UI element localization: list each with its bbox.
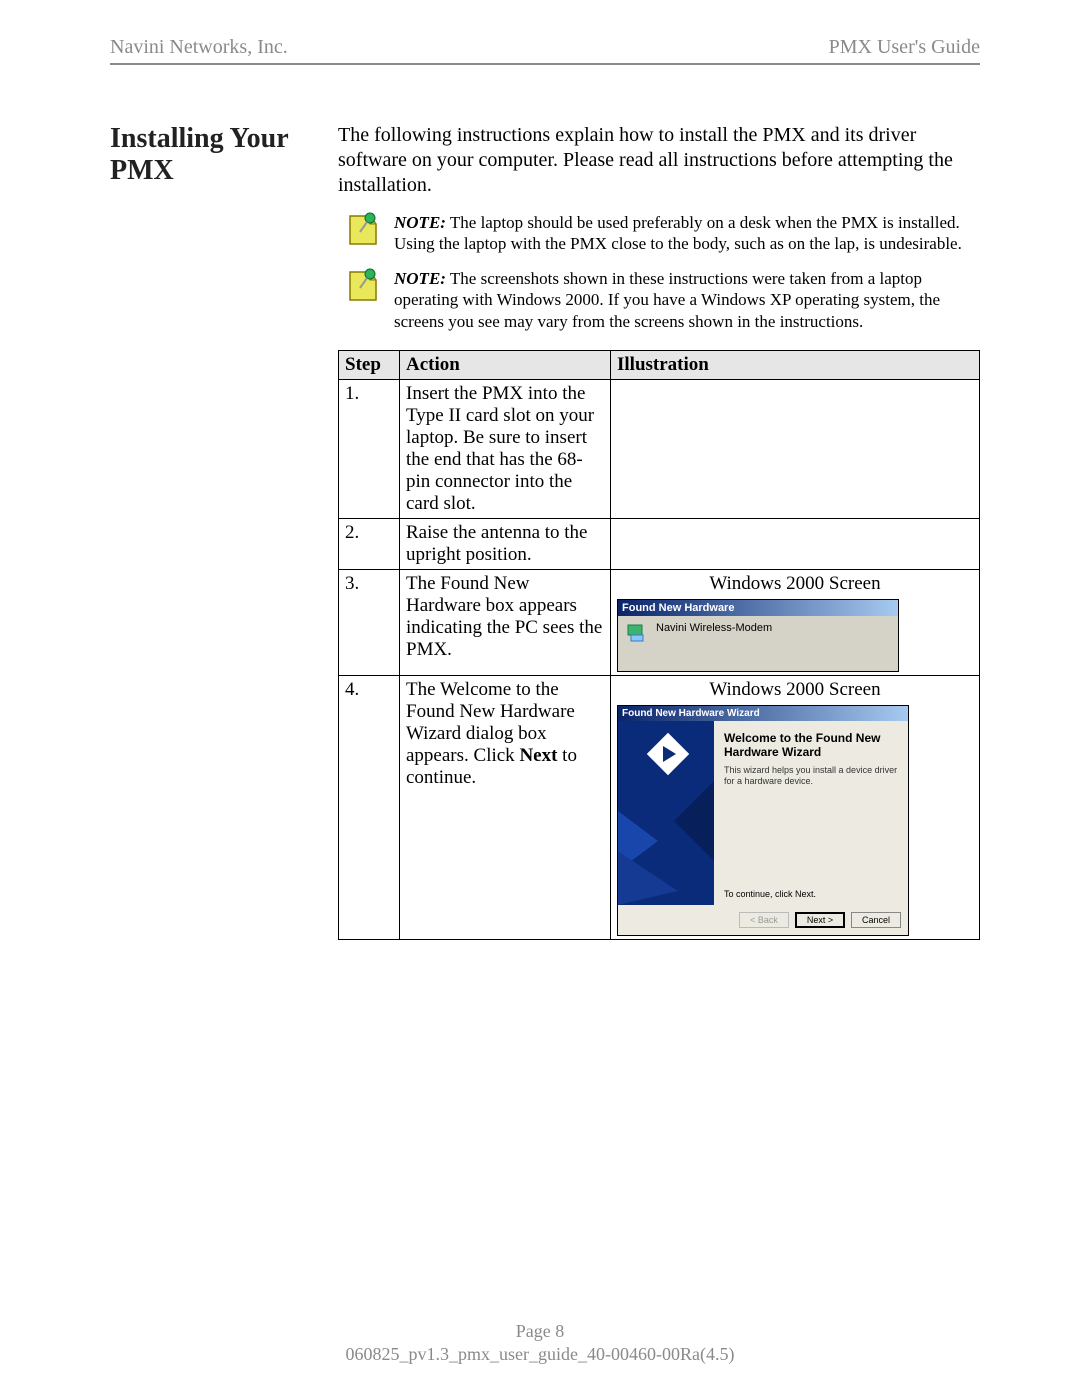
pushpin-icon	[338, 212, 386, 256]
wizard-sidebar-graphic	[618, 721, 714, 905]
wizard-button-row: < Back Next > Cancel	[618, 905, 908, 935]
next-button[interactable]: Next >	[795, 912, 845, 928]
note-body: The screenshots shown in these instructi…	[394, 269, 940, 331]
footer-page-number: Page 8	[0, 1320, 1080, 1343]
cell-step: 3.	[339, 569, 400, 675]
cell-illustration	[611, 379, 980, 518]
cell-action: Insert the PMX into the Type II card slo…	[400, 379, 611, 518]
note-1: NOTE: The laptop should be used preferab…	[338, 212, 980, 256]
page-footer: Page 8 060825_pv1.3_pmx_user_guide_40-00…	[0, 1320, 1080, 1365]
note-1-text: NOTE: The laptop should be used preferab…	[386, 212, 980, 255]
wizard-continue-text: To continue, click Next.	[724, 889, 898, 899]
header-guide: PMX User's Guide	[829, 36, 980, 59]
cell-step: 1.	[339, 379, 400, 518]
found-new-hardware-popup: Found New Hardware Navini Wireless-Mode	[617, 599, 899, 672]
section-title-line2: PMX	[110, 155, 174, 186]
popup-body: Navini Wireless-Modem	[618, 616, 898, 671]
intro-paragraph: The following instructions explain how t…	[338, 123, 980, 198]
table-row: 4. The Welcome to the Found New Hardware…	[339, 675, 980, 939]
cell-action: The Welcome to the Found New Hardware Wi…	[400, 675, 611, 939]
cell-action: Raise the antenna to the upright positio…	[400, 518, 611, 569]
wizard-welcome-heading: Welcome to the Found New Hardware Wizard	[724, 731, 898, 759]
cell-step: 2.	[339, 518, 400, 569]
action-bold: Next	[519, 745, 557, 766]
cell-illustration	[611, 518, 980, 569]
wizard-description: This wizard helps you install a device d…	[724, 765, 898, 787]
note-2: NOTE: The screenshots shown in these ins…	[338, 268, 980, 332]
hardware-wizard-dialog: Found New Hardware Wizard	[617, 705, 909, 936]
wizard-titlebar: Found New Hardware Wizard	[618, 706, 908, 721]
table-row: 1. Insert the PMX into the Type II card …	[339, 379, 980, 518]
footer-doc-id: 060825_pv1.3_pmx_user_guide_40-00460-00R…	[0, 1343, 1080, 1366]
page-header: Navini Networks, Inc. PMX User's Guide	[110, 36, 980, 63]
popup-device-name: Navini Wireless-Modem	[656, 622, 772, 634]
note-2-text: NOTE: The screenshots shown in these ins…	[386, 268, 980, 332]
table-row: 2. Raise the antenna to the upright posi…	[339, 518, 980, 569]
back-button[interactable]: < Back	[739, 912, 789, 928]
section-title: Installing Your PMX	[110, 123, 328, 187]
cell-action: The Found New Hardware box appears indic…	[400, 569, 611, 675]
illustration-caption: Windows 2000 Screen	[617, 573, 973, 595]
th-action: Action	[400, 350, 611, 379]
cancel-button[interactable]: Cancel	[851, 912, 901, 928]
device-icon	[626, 622, 648, 647]
header-company: Navini Networks, Inc.	[110, 36, 288, 59]
illustration-caption: Windows 2000 Screen	[617, 679, 973, 701]
header-rule	[110, 63, 980, 65]
popup-titlebar: Found New Hardware	[618, 600, 898, 616]
cell-illustration: Windows 2000 Screen Found New Hardware	[611, 569, 980, 675]
th-illustration: Illustration	[611, 350, 980, 379]
steps-table: Step Action Illustration 1. Insert the P…	[338, 350, 980, 940]
note-label: NOTE:	[394, 269, 446, 288]
wizard-content: Welcome to the Found New Hardware Wizard…	[714, 721, 908, 905]
table-row: 3. The Found New Hardware box appears in…	[339, 569, 980, 675]
note-body: The laptop should be used preferably on …	[394, 213, 962, 253]
cell-step: 4.	[339, 675, 400, 939]
note-label: NOTE:	[394, 213, 446, 232]
pushpin-icon	[338, 268, 386, 312]
section-title-line1: Installing Your	[110, 123, 289, 154]
cell-illustration: Windows 2000 Screen Found New Hardware W…	[611, 675, 980, 939]
th-step: Step	[339, 350, 400, 379]
